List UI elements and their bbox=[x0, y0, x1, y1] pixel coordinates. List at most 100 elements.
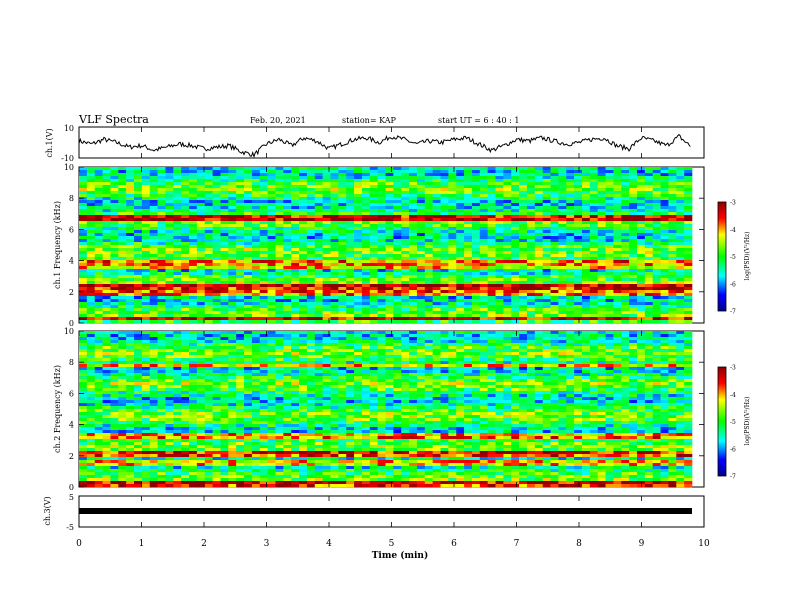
spectrogram-cell bbox=[613, 337, 622, 341]
spectrogram-cell bbox=[581, 212, 591, 216]
spectrogram-cell bbox=[236, 206, 245, 210]
spectrogram-cell bbox=[416, 340, 426, 344]
spectrogram-cell bbox=[542, 245, 551, 249]
spectrogram-cell bbox=[393, 203, 402, 207]
spectrogram-cell bbox=[660, 358, 669, 362]
spectrogram-cell bbox=[330, 284, 339, 288]
spectrogram-cell bbox=[534, 314, 543, 318]
spectrogram-cell bbox=[244, 272, 253, 276]
spectrogram-cell bbox=[542, 337, 551, 341]
spectrogram-cell bbox=[558, 239, 567, 243]
spectrogram-cell bbox=[542, 179, 551, 183]
spectrogram-cell bbox=[676, 167, 685, 171]
spectrogram-cell bbox=[581, 311, 591, 315]
spectrogram-cell bbox=[157, 346, 166, 350]
spectrogram-cell bbox=[464, 293, 473, 297]
spectrogram-cell bbox=[652, 293, 661, 297]
spectrogram-cell bbox=[228, 206, 237, 210]
spectrogram-cell bbox=[275, 182, 284, 186]
spectrogram-cell bbox=[126, 340, 135, 344]
spectrogram-cell bbox=[589, 170, 598, 174]
spectrogram-cell bbox=[220, 197, 229, 201]
spectrogram-cell bbox=[157, 296, 166, 300]
spectrogram-cell bbox=[464, 248, 473, 252]
spectrogram-cell bbox=[660, 227, 669, 231]
spectrogram-cell bbox=[157, 308, 166, 312]
spectrogram-cell bbox=[448, 182, 457, 186]
spectrogram-cell bbox=[314, 227, 323, 231]
spectrogram-cell bbox=[542, 176, 551, 180]
ch1-spectrogram-image bbox=[79, 167, 693, 324]
spectrogram-cell bbox=[283, 349, 292, 353]
spectrogram-cell bbox=[503, 248, 512, 252]
spectrogram-cell bbox=[566, 257, 575, 261]
spectrogram-cell bbox=[251, 308, 261, 312]
spectrogram-cell bbox=[181, 281, 190, 285]
spectrogram-cell bbox=[542, 334, 551, 338]
spectrogram-cell bbox=[464, 281, 473, 285]
spectrogram-cell bbox=[330, 245, 339, 249]
spectrogram-cell bbox=[165, 337, 174, 341]
spectrogram-cell bbox=[566, 361, 575, 365]
spectrogram-cell bbox=[597, 263, 606, 267]
spectrogram-cell bbox=[393, 188, 402, 192]
spectrogram-cell bbox=[149, 355, 158, 359]
spectrogram-cell bbox=[621, 197, 630, 201]
spectrogram-cell bbox=[196, 176, 206, 180]
spectrogram-cell bbox=[668, 212, 677, 216]
spectrogram-cell bbox=[416, 314, 426, 318]
spectrogram-cell bbox=[118, 299, 127, 303]
spectrogram-cell bbox=[519, 254, 528, 258]
spectrogram-cell bbox=[157, 206, 166, 210]
spectrogram-cell bbox=[558, 281, 567, 285]
spectrogram-cell bbox=[629, 308, 638, 312]
spectrogram-cell bbox=[236, 185, 245, 189]
spectrogram-cell bbox=[196, 254, 206, 258]
spectrogram-cell bbox=[361, 170, 371, 174]
spectrogram-cell bbox=[204, 361, 213, 365]
spectrogram-cell bbox=[283, 266, 292, 270]
spectrogram-cell bbox=[605, 317, 614, 321]
spectrogram-cell bbox=[597, 311, 606, 315]
spectrogram-cell bbox=[149, 343, 158, 347]
spectrogram-cell bbox=[385, 179, 394, 183]
spectrogram-cell bbox=[126, 263, 135, 267]
spectrogram-cell bbox=[275, 340, 284, 344]
spectrogram-cell bbox=[629, 343, 638, 347]
spectrogram-cell bbox=[196, 221, 206, 225]
spectrogram-cell bbox=[644, 290, 654, 294]
spectrogram-cell bbox=[165, 343, 174, 347]
spectrogram-cell bbox=[251, 302, 261, 306]
spectrogram-cell bbox=[369, 203, 378, 207]
spectrogram-cell bbox=[534, 200, 543, 204]
spectrogram-cell bbox=[605, 218, 614, 222]
spectrogram-cell bbox=[118, 224, 127, 228]
spectrogram-cell bbox=[519, 200, 528, 204]
spectrogram-cell bbox=[629, 236, 638, 240]
spectrogram-cell bbox=[597, 296, 606, 300]
spectrogram-cell bbox=[487, 230, 496, 234]
spectrogram-cell bbox=[228, 200, 237, 204]
spectrogram-cell bbox=[314, 203, 323, 207]
spectrogram-cell bbox=[566, 194, 575, 198]
spectrogram-cell bbox=[157, 185, 166, 189]
spectrogram-cell bbox=[464, 218, 473, 222]
spectrogram-cell bbox=[110, 284, 119, 288]
spectrogram-cell bbox=[173, 257, 182, 261]
spectrogram-cell bbox=[652, 239, 661, 243]
spectrogram-cell bbox=[251, 182, 261, 186]
spectrogram-cell bbox=[409, 352, 418, 356]
spectrogram-cell bbox=[542, 358, 551, 362]
spectrogram-cell bbox=[361, 206, 371, 210]
spectrogram-cell bbox=[519, 197, 528, 201]
spectrogram-cell bbox=[597, 179, 606, 183]
spectrogram-cell bbox=[621, 302, 630, 306]
spectrogram-cell bbox=[416, 331, 426, 335]
spectrogram-cell bbox=[566, 236, 575, 240]
spectrogram-cell bbox=[189, 263, 198, 267]
spectrogram-cell bbox=[126, 257, 135, 261]
spectrogram-cell bbox=[369, 245, 378, 249]
spectrogram-cell bbox=[385, 352, 394, 356]
spectrogram-cell bbox=[668, 266, 677, 270]
spectrogram-cell bbox=[299, 317, 308, 321]
